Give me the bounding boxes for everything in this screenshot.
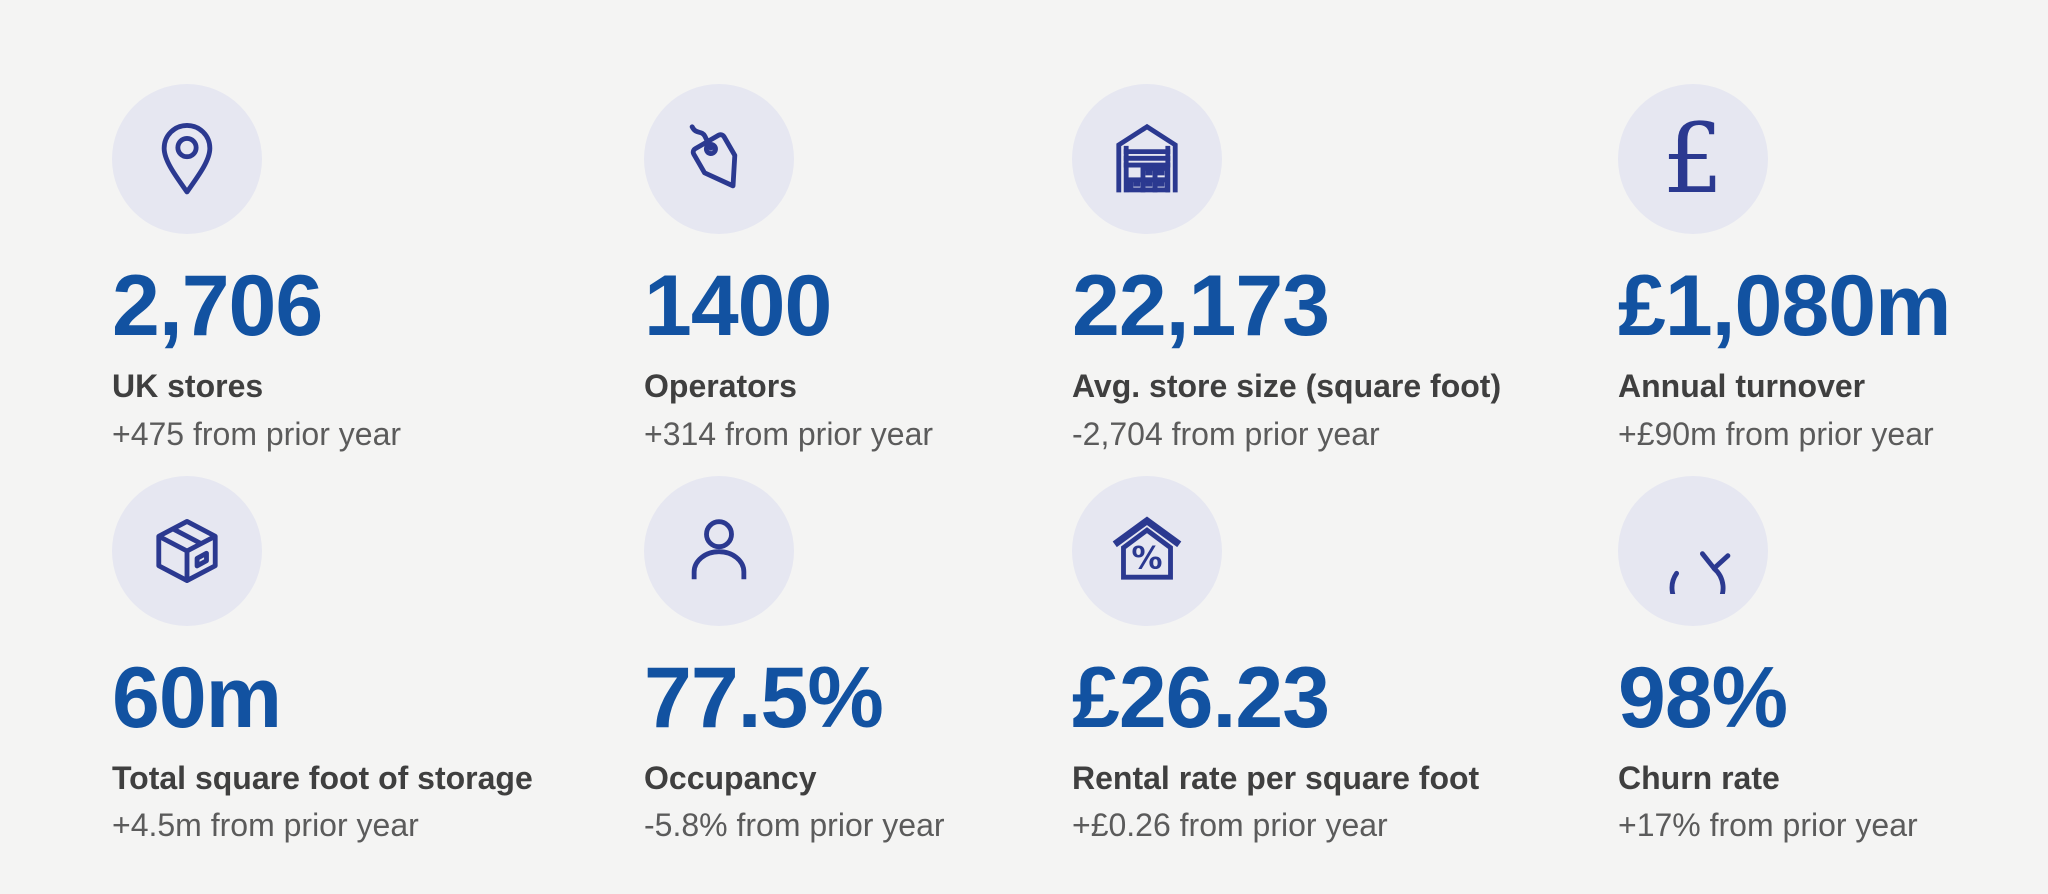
stat-value: 1400 — [644, 258, 832, 354]
stat-value: 60m — [112, 649, 282, 746]
stat-card-total-storage: 60m Total square foot of storage +4.5m f… — [112, 475, 644, 848]
stat-change: +475 from prior year — [112, 415, 402, 452]
icon-circle: % — [1072, 475, 1222, 626]
stat-change: -2,704 from prior year — [1072, 415, 1380, 452]
icon-circle — [1072, 84, 1222, 234]
stat-label: Churn rate — [1618, 759, 1780, 796]
warehouse-icon — [1116, 123, 1178, 193]
icon-circle — [112, 84, 262, 234]
person-icon — [691, 518, 747, 579]
stat-change: +£0.26 from prior year — [1072, 807, 1388, 844]
stat-card-occupancy: 77.5% Occupancy -5.8% from prior year — [644, 475, 1072, 848]
icon-circle: £ — [1618, 84, 1768, 234]
circular-arrow-icon — [1669, 550, 1731, 594]
stat-value: £26.23 — [1072, 649, 1330, 746]
stat-label: Rental rate per square foot — [1072, 759, 1480, 796]
stat-label: Annual turnover — [1618, 368, 1866, 405]
stat-card-uk-stores: 2,706 UK stores +475 from prior year — [112, 84, 644, 456]
stat-value: 98% — [1618, 649, 1788, 746]
stat-value: 2,706 — [112, 258, 323, 354]
icon-circle — [644, 475, 794, 626]
icon-circle — [644, 84, 794, 234]
stat-change: +£90m from prior year — [1618, 415, 1934, 452]
stat-card-annual-turnover: £ £1,080m Annual turnover +£90m from pri… — [1618, 84, 2018, 456]
stat-card-churn-rate: 98% Churn rate +17% from prior year — [1618, 475, 2018, 848]
stat-card-avg-store-size: 22,173 Avg. store size (square foot) -2,… — [1072, 84, 1618, 456]
stat-change: -5.8% from prior year — [644, 807, 945, 844]
icon-circle — [112, 475, 262, 626]
stat-change: +4.5m from prior year — [112, 807, 419, 844]
stat-value: 22,173 — [1072, 258, 1330, 354]
price-tag-icon — [689, 124, 738, 189]
stat-card-operators: 1400 Operators +314 from prior year — [644, 84, 1072, 456]
stat-change: +314 from prior year — [644, 415, 934, 452]
stat-label: Occupancy — [644, 759, 817, 796]
stat-label: Operators — [644, 368, 797, 405]
svg-text:%: % — [1132, 540, 1163, 576]
stat-change: +17% from prior year — [1618, 807, 1918, 844]
location-pin-icon — [161, 122, 213, 195]
stat-value: 77.5% — [644, 649, 884, 746]
stat-label: Avg. store size (square foot) — [1072, 368, 1502, 405]
house-percent-icon: % — [1112, 515, 1182, 580]
stat-label: UK stores — [112, 368, 264, 405]
icon-circle — [1618, 475, 1768, 626]
stat-value: £1,080m — [1618, 258, 1952, 354]
stat-card-rental-rate: % £26.23 Rental rate per square foot +£0… — [1072, 475, 1618, 848]
storage-box-icon — [156, 518, 218, 583]
stat-label: Total square foot of storage — [112, 759, 533, 796]
pound-sterling-icon: £ — [1662, 103, 1724, 215]
